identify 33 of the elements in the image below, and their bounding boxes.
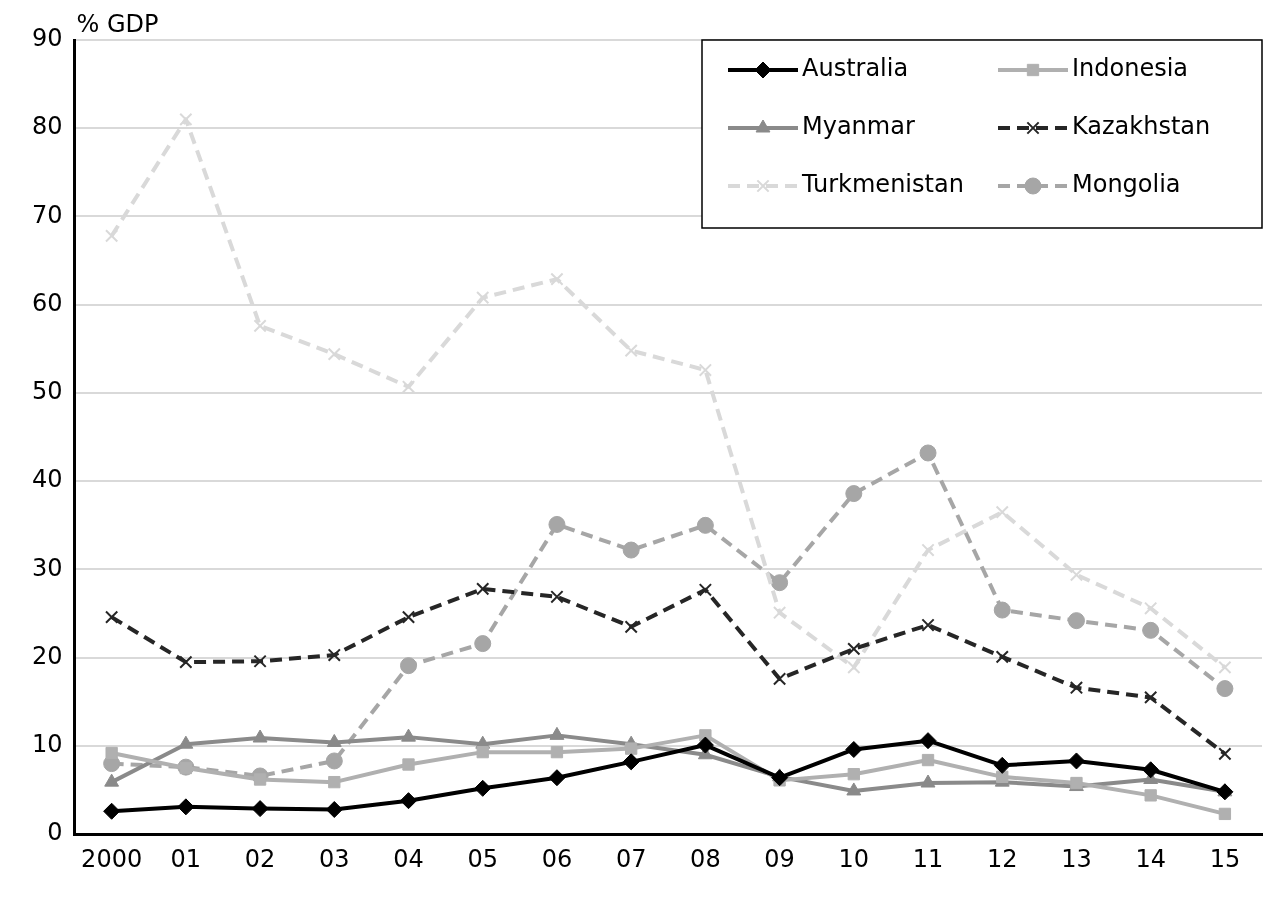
- x-tick-label: 06: [541, 844, 573, 873]
- y-tick-label: 80: [31, 112, 63, 141]
- legend-label: Turkmenistan: [801, 170, 964, 199]
- y-tick-label: 40: [31, 465, 63, 494]
- y-axis-title: % GDP: [76, 10, 159, 39]
- x-tick-label: 14: [1135, 844, 1166, 873]
- x-tick-label: 11: [912, 844, 944, 873]
- x-tick-label: 02: [244, 844, 276, 873]
- y-tick-label: 10: [31, 730, 63, 759]
- x-tick-label: 05: [467, 844, 498, 873]
- legend-label: Myanmar: [802, 112, 915, 141]
- x-tick-label: 2000: [81, 844, 143, 873]
- y-tick-label: 50: [31, 377, 63, 406]
- y-tick-label: 0: [47, 818, 63, 847]
- x-tick-label: 08: [690, 844, 721, 873]
- legend-label: Kazakhstan: [1072, 112, 1211, 141]
- x-tick-label: 09: [764, 844, 795, 873]
- x-tick-label: 01: [170, 844, 202, 873]
- x-tick-label: 03: [319, 844, 350, 873]
- y-tick-label: 60: [31, 288, 63, 317]
- y-tick-label: 90: [31, 24, 63, 53]
- x-tick-label: 15: [1209, 844, 1241, 873]
- x-tick-label: 04: [393, 844, 424, 873]
- x-tick-label: 12: [986, 844, 1018, 873]
- y-tick-label: 30: [31, 553, 63, 582]
- legend-label: Australia: [802, 54, 909, 83]
- y-tick-label: 20: [31, 641, 63, 670]
- y-tick-label: 70: [31, 200, 63, 229]
- x-tick-label: 10: [838, 844, 870, 873]
- x-tick-label: 07: [615, 844, 647, 873]
- legend-label: Mongolia: [1072, 170, 1181, 199]
- legend-label: Indonesia: [1072, 54, 1189, 83]
- x-tick-label: 13: [1061, 844, 1092, 873]
